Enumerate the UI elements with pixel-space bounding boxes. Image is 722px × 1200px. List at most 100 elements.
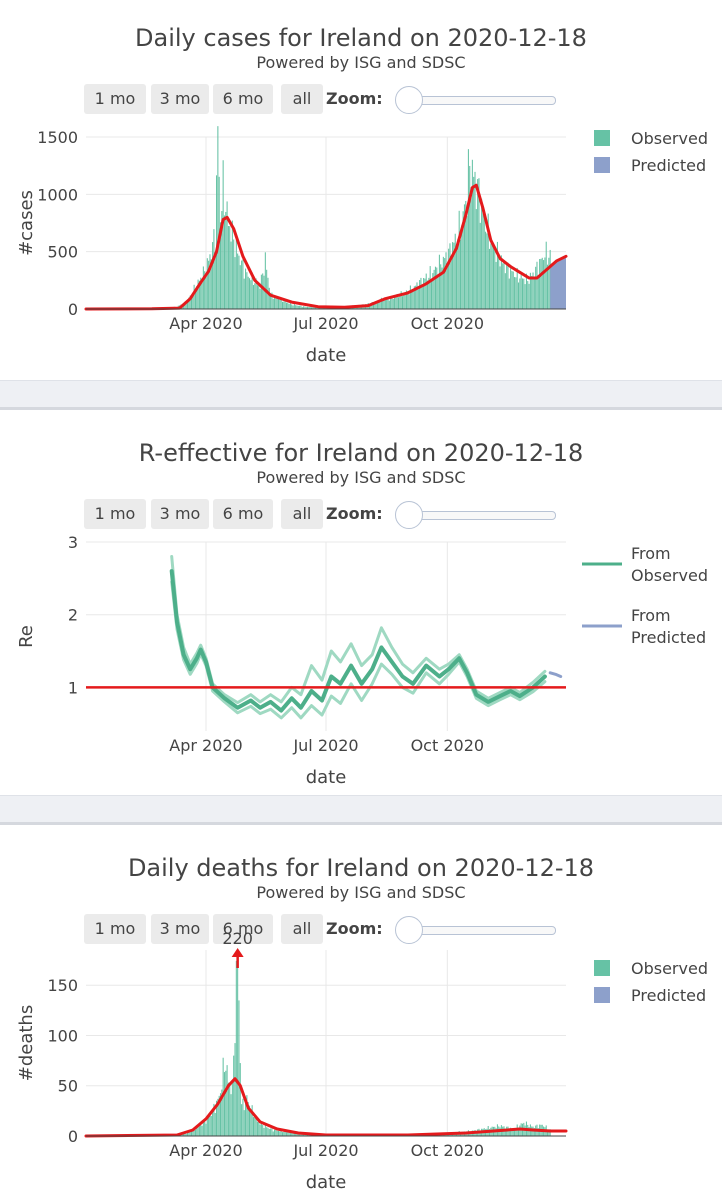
- zoom-slider-handle[interactable]: [395, 86, 423, 114]
- observed-bar: [262, 1124, 264, 1136]
- observed-bar: [190, 294, 193, 309]
- observed-bar: [514, 1128, 516, 1136]
- observed-bar: [537, 1128, 539, 1136]
- x-tick-label: Oct 2020: [411, 314, 484, 333]
- observed-bar: [260, 1121, 262, 1136]
- range-1mo-button[interactable]: 1 mo: [84, 914, 146, 944]
- observed-bar: [287, 302, 289, 309]
- zoom-slider-handle[interactable]: [395, 916, 423, 944]
- observed-bar: [248, 1105, 251, 1136]
- observed-bar: [532, 272, 534, 309]
- observed-bar: [300, 1133, 302, 1136]
- y-tick-label: 2: [68, 606, 78, 625]
- observed-bar: [495, 261, 497, 309]
- observed-bar: [293, 304, 295, 309]
- observed-bar: [281, 301, 284, 309]
- observed-bar: [271, 292, 273, 309]
- y-tick-label: 150: [47, 976, 78, 995]
- observed-bar: [227, 226, 229, 309]
- observed-bar: [225, 211, 227, 309]
- range-3mo-button[interactable]: 3 mo: [151, 914, 209, 944]
- legend-label-line1: From: [631, 606, 671, 625]
- observed-bar: [263, 1127, 265, 1136]
- observed-bar: [237, 253, 239, 309]
- observed-bar: [235, 960, 237, 1136]
- observed-bar: [250, 1109, 252, 1136]
- observed-bar: [469, 165, 471, 309]
- observed-bar: [466, 215, 468, 309]
- observed-bar: [281, 1132, 284, 1136]
- observed-bar: [231, 1082, 233, 1136]
- observed-bar: [519, 1125, 521, 1136]
- observed-bar: [412, 290, 414, 309]
- observed-bar: [398, 297, 400, 309]
- range-all-button[interactable]: all: [281, 914, 323, 944]
- observed-bar: [210, 259, 212, 309]
- range-6mo-button[interactable]: 6 mo: [213, 914, 273, 944]
- observed-bar: [219, 222, 222, 309]
- observed-bar: [226, 201, 228, 309]
- observed-bar: [242, 1098, 244, 1136]
- observed-bar: [544, 257, 546, 309]
- observed-bar: [456, 245, 458, 309]
- observed-bar: [251, 272, 253, 309]
- observed-bar: [189, 1131, 191, 1136]
- observed-bar: [524, 284, 526, 309]
- range-all-button[interactable]: all: [281, 84, 323, 114]
- observed-bar: [279, 299, 281, 309]
- observed-bar: [420, 277, 422, 309]
- zoom-label: Zoom:: [326, 919, 383, 938]
- y-tick-label: 3: [68, 533, 78, 552]
- observed-bar: [498, 257, 500, 309]
- observed-bar: [299, 305, 301, 309]
- observed-bar: [490, 243, 492, 309]
- observed-bar: [221, 1089, 223, 1136]
- observed-bar: [283, 1131, 285, 1136]
- range-6mo-button[interactable]: 6 mo: [213, 499, 273, 529]
- range-1mo-button[interactable]: 1 mo: [84, 84, 146, 114]
- observed-bar: [193, 284, 195, 309]
- zoom-slider-handle[interactable]: [395, 501, 423, 529]
- observed-bar: [212, 242, 214, 309]
- observed-bar: [193, 1127, 195, 1136]
- observed-bar: [270, 1128, 272, 1136]
- observed-bar: [262, 273, 264, 309]
- observed-bar: [192, 293, 194, 309]
- observed-bar: [288, 1132, 290, 1136]
- observed-bar: [405, 290, 407, 309]
- observed-bar: [268, 287, 270, 309]
- observed-bar: [241, 1104, 243, 1136]
- observed-bar: [239, 265, 241, 309]
- range-3mo-button[interactable]: 3 mo: [151, 84, 209, 114]
- observed-bar: [243, 1110, 245, 1136]
- observed-bar: [213, 1103, 215, 1136]
- x-axis-title: date: [306, 767, 347, 788]
- observed-bar: [226, 1065, 228, 1136]
- observed-bar: [394, 296, 396, 309]
- observed-bar: [295, 305, 297, 309]
- legend-label-line2: Predicted: [631, 628, 706, 647]
- observed-bar: [548, 1129, 550, 1136]
- observed-bar: [510, 1127, 512, 1136]
- observed-bar: [272, 1131, 274, 1136]
- observed-bar: [246, 272, 248, 309]
- observed-bar: [303, 306, 305, 309]
- range-all-button[interactable]: all: [281, 499, 323, 529]
- observed-bar: [376, 300, 378, 309]
- observed-bar: [292, 1133, 294, 1136]
- range-1mo-button[interactable]: 1 mo: [84, 499, 146, 529]
- observed-bar: [284, 1131, 286, 1136]
- observed-bar: [234, 257, 236, 309]
- range-6mo-button[interactable]: 6 mo: [213, 84, 273, 114]
- observed-bar: [440, 264, 442, 309]
- observed-bar: [305, 306, 307, 309]
- observed-bar: [548, 257, 550, 309]
- observed-bar: [520, 274, 522, 309]
- observed-bar: [197, 279, 199, 309]
- observed-bar: [430, 278, 433, 309]
- observed-bar: [272, 298, 274, 309]
- observed-bar: [212, 1109, 214, 1136]
- range-3mo-button[interactable]: 3 mo: [151, 499, 209, 529]
- observed-bar: [223, 1072, 225, 1136]
- observed-bar: [543, 260, 545, 309]
